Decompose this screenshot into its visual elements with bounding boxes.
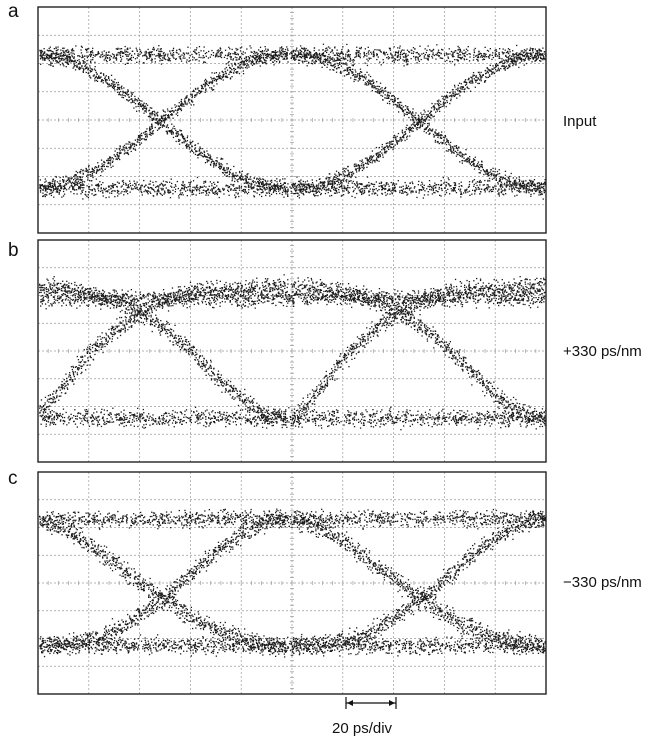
panel-a-label: Input bbox=[563, 113, 597, 130]
panel-c-letter: c bbox=[8, 468, 18, 489]
eye-diagram-positive-dispersion bbox=[37, 239, 547, 463]
panel-c-label: −330 ps/nm bbox=[563, 574, 642, 591]
time-scale-label: 20 ps/div bbox=[332, 720, 393, 737]
eye-diagram-input bbox=[37, 6, 547, 234]
eye-diagram-negative-dispersion bbox=[37, 471, 547, 695]
panel-a-letter: a bbox=[8, 1, 19, 22]
panel-b-label: +330 ps/nm bbox=[563, 343, 642, 360]
panel-b-letter: b bbox=[8, 240, 19, 261]
time-scale-bar bbox=[345, 697, 397, 709]
